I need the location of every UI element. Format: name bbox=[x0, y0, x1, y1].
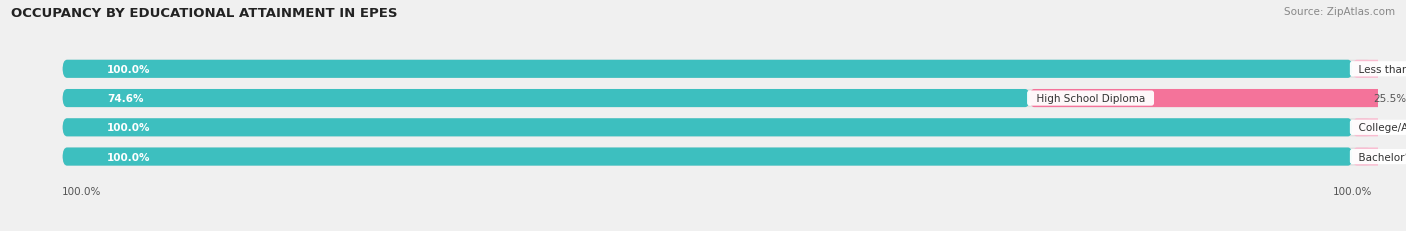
Legend: Owner-occupied, Renter-occupied: Owner-occupied, Renter-occupied bbox=[605, 226, 830, 231]
FancyBboxPatch shape bbox=[63, 61, 1371, 79]
Text: 25.5%: 25.5% bbox=[1372, 94, 1406, 104]
FancyBboxPatch shape bbox=[1353, 148, 1406, 166]
Text: Bachelor’s Degree or higher: Bachelor’s Degree or higher bbox=[1353, 152, 1406, 162]
Text: College/Associate Degree: College/Associate Degree bbox=[1353, 123, 1406, 133]
FancyBboxPatch shape bbox=[1029, 90, 1392, 108]
Text: Source: ZipAtlas.com: Source: ZipAtlas.com bbox=[1284, 7, 1395, 17]
FancyBboxPatch shape bbox=[63, 119, 1371, 137]
Text: 74.6%: 74.6% bbox=[107, 94, 143, 104]
FancyBboxPatch shape bbox=[63, 90, 1371, 108]
FancyBboxPatch shape bbox=[63, 90, 1029, 108]
Text: Less than High School: Less than High School bbox=[1353, 64, 1406, 74]
FancyBboxPatch shape bbox=[63, 148, 1371, 166]
FancyBboxPatch shape bbox=[1353, 119, 1406, 137]
Text: 100.0%: 100.0% bbox=[107, 152, 150, 162]
Text: 100.0%: 100.0% bbox=[107, 123, 150, 133]
Text: OCCUPANCY BY EDUCATIONAL ATTAINMENT IN EPES: OCCUPANCY BY EDUCATIONAL ATTAINMENT IN E… bbox=[11, 7, 398, 20]
FancyBboxPatch shape bbox=[63, 148, 1353, 166]
Text: 100.0%: 100.0% bbox=[107, 64, 150, 74]
FancyBboxPatch shape bbox=[63, 61, 1353, 79]
FancyBboxPatch shape bbox=[63, 119, 1353, 137]
FancyBboxPatch shape bbox=[1353, 61, 1406, 79]
Text: High School Diploma: High School Diploma bbox=[1029, 94, 1152, 104]
